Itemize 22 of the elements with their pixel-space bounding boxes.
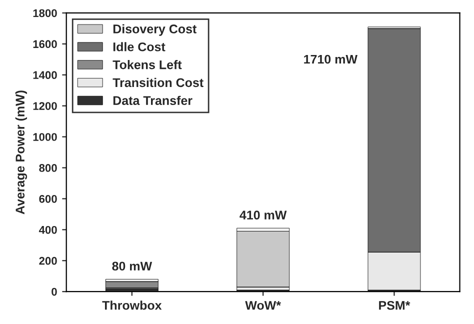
total-label: 1710 mW [304, 54, 358, 64]
x-tick-label: Throwbox [102, 300, 162, 310]
legend-label: Data Transfer [113, 96, 192, 105]
y-tick-label: 1600 [33, 40, 57, 48]
y-tick-label: 600 [39, 194, 57, 203]
y-axis-title: Average Power (mW) [15, 90, 28, 214]
y-tick-label: 1000 [33, 133, 57, 141]
y-tick-label: 200 [39, 256, 57, 265]
y-tick-label: 1400 [33, 71, 57, 80]
total-label: 80 mW [112, 262, 152, 271]
legend-label: Idle Cost [113, 42, 166, 52]
y-tick-label: 400 [38, 226, 57, 234]
y-tick-label: 1200 [33, 102, 57, 110]
y-tick-label: 800 [39, 164, 57, 172]
x-tick-label: PSM* [379, 300, 410, 310]
total-label: 410 mW [240, 210, 287, 220]
legend-label: Transition Cost [112, 78, 204, 88]
y-tick-label: 1800 [33, 9, 57, 18]
x-tick-label: WoW* [245, 301, 281, 310]
legend-label: Tokens Left [112, 60, 182, 70]
y-tick-label: 0 [52, 288, 57, 296]
legend-label: Disovery Cost [113, 24, 197, 36]
